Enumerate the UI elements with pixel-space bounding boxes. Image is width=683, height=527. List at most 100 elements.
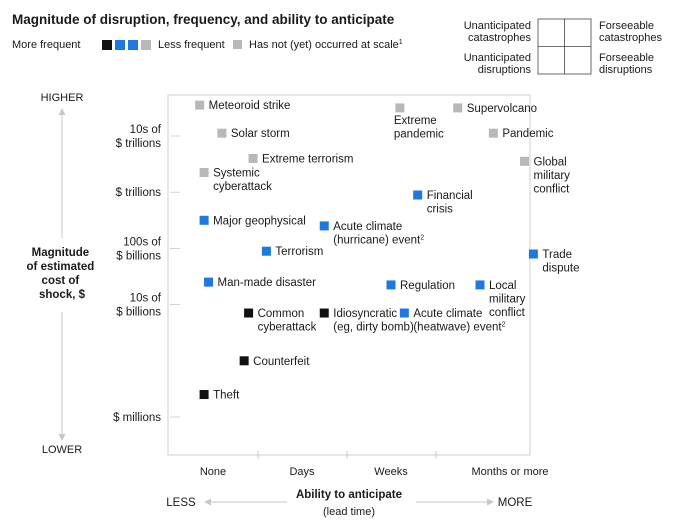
point-marker [319,221,329,231]
x-tick-marks [257,451,437,459]
point-label: Acute climate (heatwave) event2 [413,308,505,334]
frequency-swatch [141,40,151,50]
point-marker [217,128,227,138]
x-axis-title: Ability to anticipate [296,489,402,501]
point-marker [413,190,423,200]
quadrant-legend: Unanticipated catastrophes Forseeable cata… [464,18,662,76]
point-marker [395,103,405,113]
data-point: Pandemic [488,128,554,140]
data-point: Solar storm [217,128,290,140]
legend-more-frequent: More frequent [12,39,80,51]
quadrant-bottom-right-label: Forseeable disruptions [599,52,654,76]
quadrant-bottom-left-label: Unanticipated disruptions [464,52,532,76]
x-tick-label: Months or more [471,466,548,478]
data-point: Idiosyncratic (eg, dirty bomb) [319,308,414,334]
point-label: Regulation [400,280,455,292]
point-marker [195,100,205,110]
plot-frame [167,94,531,456]
data-points: Meteoroid strike Solar storm Extreme terro… [195,100,579,402]
legend-less-frequent: Less frequent [158,39,225,51]
x-less-label: LESS [166,497,196,509]
point-marker [261,246,271,256]
data-point: Man-made disaster [204,277,316,289]
frequency-swatches [102,40,151,50]
data-point: Global military conflict [520,156,570,195]
y-tick-label: 10s of $ trillions [116,124,162,150]
point-marker [239,356,249,366]
point-label: Financial crisis [427,190,473,216]
data-point: Theft [199,390,240,402]
data-point: Common cyberattack [244,308,317,334]
y-tick-marks [170,135,180,418]
y-tick-labels: 10s of $ trillions $ trillions 100s of $ bil… [113,124,162,424]
data-point: Financial crisis [413,190,473,216]
point-label: Theft [213,390,240,402]
point-label: Supervolcano [467,103,537,115]
x-more-label: MORE [498,497,533,509]
y-tick-label: $ millions [113,412,161,424]
point-marker [244,308,254,318]
point-marker [319,308,329,318]
frequency-legend: More frequent Less frequent Has not (yet… [12,39,403,51]
x-axis-subtitle: (lead time) [323,506,375,518]
legend-not-occurred: Has not (yet) occurred at scale1 [249,39,403,51]
y-higher-label: HIGHER [41,92,84,104]
frequency-swatch [115,40,125,50]
point-marker [475,280,485,290]
data-point: Meteoroid strike [195,100,290,112]
data-point: Regulation [386,280,455,292]
data-point: Major geophysical [199,215,306,227]
x-arrow-left-icon [204,498,211,506]
y-lower-label: LOWER [42,444,82,456]
x-tick-labels: None Days Weeks Months or more [200,466,549,478]
point-label: Counterfeit [253,356,310,368]
point-label: Common cyberattack [258,308,317,334]
data-point: Extreme pandemic [394,103,444,140]
point-label: Global military conflict [534,156,571,195]
point-label: Acute climate (hurricane) event2 [333,221,424,247]
y-tick-label: $ trillions [116,187,162,199]
point-marker [528,249,538,259]
frequency-swatch [128,40,138,50]
data-point: Acute climate (hurricane) event2 [319,221,424,247]
quadrant-top-left-label: Unanticipated catastrophes [464,20,532,44]
point-label: Major geophysical [213,215,306,227]
point-label: Man-made disaster [218,277,317,289]
y-tick-label: 100s of $ billions [116,236,162,262]
chart-title: Magnitude of disruption, frequency, and … [12,12,395,27]
point-marker [199,215,209,225]
legend-not-occurred-swatch [233,40,242,49]
x-arrow-right-icon [487,498,494,506]
data-point: Counterfeit [239,356,310,368]
point-label: Systemic cyberattack [213,168,272,194]
y-arrow-down-icon [58,434,66,441]
frequency-swatch [102,40,112,50]
point-label: Local military conflict [489,280,526,319]
point-label: Extreme pandemic [394,115,444,140]
point-label: Extreme terrorism [262,153,353,165]
point-marker [520,156,529,166]
data-point: Extreme terrorism [248,153,353,165]
point-label: Terrorism [275,246,323,258]
point-marker [386,280,396,290]
point-label: Solar storm [231,128,290,140]
data-point: Supervolcano [453,103,537,115]
data-point: Terrorism [261,246,323,258]
data-point: Acute climate (heatwave) event2 [399,308,506,334]
point-label: Pandemic [502,128,553,140]
point-marker [199,390,209,400]
y-arrow-up-icon [58,108,66,115]
point-label: Trade dispute [542,249,579,275]
quadrant-top-right-label: Forseeable catastrophes [599,20,662,44]
data-point: Trade dispute [528,249,579,275]
y-tick-label: 10s of $ billions [116,293,162,319]
x-tick-label: Days [289,466,315,478]
data-point: Systemic cyberattack [199,168,272,194]
point-label: Idiosyncratic (eg, dirty bomb) [333,308,414,334]
point-marker [453,103,463,113]
x-tick-label: None [200,466,226,478]
x-tick-label: Weeks [374,466,408,478]
point-marker [399,308,409,318]
y-axis-title: Magnitude of estimated cost of shock, $ [27,247,98,301]
